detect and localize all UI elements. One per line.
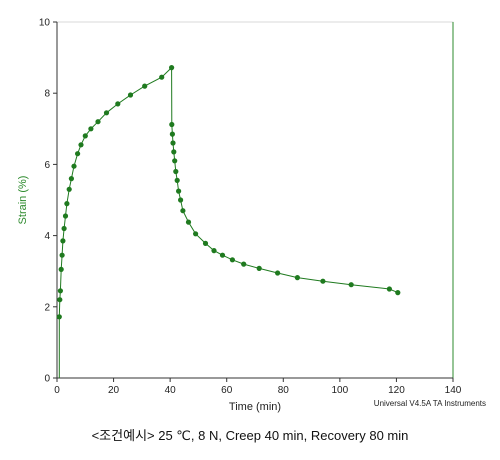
data-point (56, 314, 62, 320)
y-tick-label: 8 (44, 89, 50, 100)
data-point (127, 92, 134, 98)
x-tick-label: 40 (165, 385, 177, 396)
x-tick-label: 0 (54, 385, 60, 396)
data-point (256, 265, 262, 271)
x-tick-label: 60 (221, 385, 233, 396)
data-point (159, 74, 165, 80)
data-point (60, 238, 66, 244)
data-point (202, 240, 209, 246)
data-point (171, 149, 177, 155)
data-point (348, 282, 354, 288)
y-tick-label: 6 (44, 160, 50, 171)
data-point (211, 248, 217, 254)
x-axis-title: Time (min) (229, 401, 281, 413)
data-point (59, 252, 65, 258)
data-point (241, 261, 247, 267)
x-tick-label: 100 (332, 385, 349, 396)
data-point (62, 213, 69, 219)
data-point (103, 110, 110, 116)
data-point (61, 225, 67, 232)
x-ticks: 0 20 40 60 80 100 120 140 (54, 378, 462, 396)
data-point (185, 219, 192, 225)
creep-chart: 0 20 40 60 80 100 120 140 0 2 4 6 8 10 Time (min) St… (17, 18, 486, 414)
y-axis-title: Strain (%) (17, 176, 29, 225)
data-point (176, 188, 182, 194)
x-tick-label: 140 (445, 385, 462, 396)
data-point (294, 275, 300, 281)
data-point (170, 140, 176, 146)
data-point (82, 133, 88, 139)
y-tick-label: 2 (44, 302, 50, 313)
data-point (64, 201, 70, 207)
y-tick-label: 10 (39, 18, 51, 29)
data-point (169, 121, 175, 128)
series-line (58, 66, 398, 378)
data-point (180, 208, 186, 214)
data-point (386, 286, 392, 292)
y-tick-label: 4 (44, 231, 50, 242)
data-point (193, 231, 199, 237)
data-point (71, 163, 77, 169)
y-ticks: 0 2 4 6 8 10 (39, 18, 57, 385)
data-point (275, 270, 281, 276)
data-point (115, 101, 121, 107)
data-point (75, 151, 81, 157)
data-point (395, 290, 401, 296)
data-point (173, 168, 179, 175)
data-point (174, 177, 180, 183)
y-tick-label: 0 (44, 374, 50, 385)
data-point (88, 126, 94, 132)
data-point (229, 257, 235, 263)
data-point (169, 65, 175, 71)
instrument-annotation: Universal V4.5A TA Instruments (374, 399, 486, 408)
data-point (169, 131, 175, 137)
data-point (219, 252, 226, 258)
data-point (57, 297, 63, 303)
data-point (95, 119, 101, 125)
x-tick-label: 80 (278, 385, 290, 396)
data-point (58, 266, 64, 272)
data-point (320, 278, 326, 284)
data-point (57, 288, 64, 294)
data-point (66, 186, 72, 192)
data-point (78, 142, 84, 148)
data-point (68, 176, 74, 182)
data-point (172, 158, 178, 164)
data-point (142, 83, 148, 89)
x-tick-label: 120 (388, 385, 405, 396)
x-tick-label: 20 (108, 385, 120, 396)
caption: <조건예시> 25 ℃, 8 N, Creep 40 min, Recovery… (91, 428, 409, 443)
data-point (178, 197, 184, 203)
data-points (56, 65, 401, 320)
plot-frame (56, 21, 454, 379)
